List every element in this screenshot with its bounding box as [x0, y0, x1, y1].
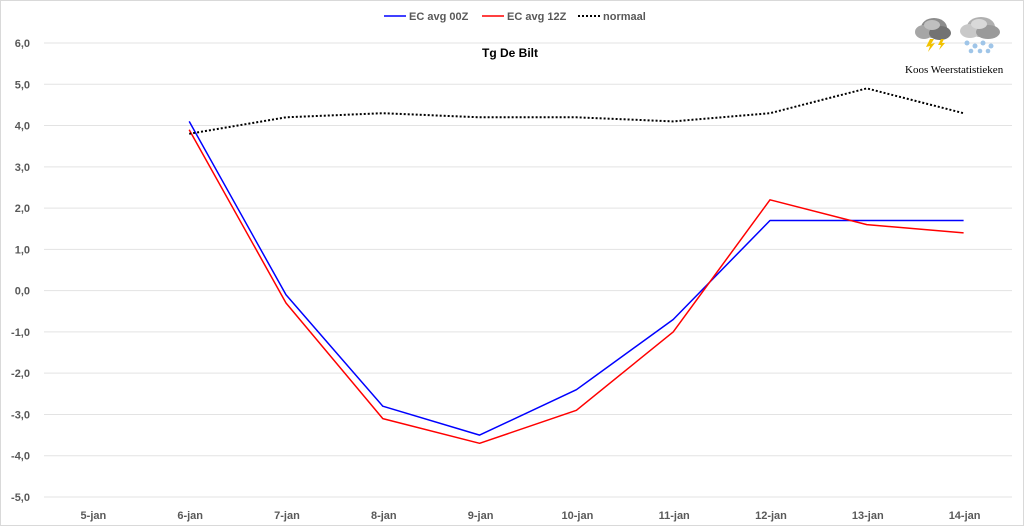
x-tick-label: 6-jan — [177, 510, 203, 522]
x-tick-label: 11-jan — [659, 510, 690, 522]
x-tick-label: 8-jan — [371, 510, 397, 522]
y-tick-label: 3,0 — [15, 162, 30, 174]
snow-cloud-icon — [957, 12, 1003, 59]
y-tick-label: 6,0 — [15, 38, 30, 50]
x-axis-ticks: 5-jan 6-jan 7-jan 8-jan 9-jan 10-jan 11-jan 12-… — [81, 510, 981, 522]
legend-label: EC avg 12Z — [507, 11, 567, 23]
y-tick-label: 5,0 — [15, 79, 30, 91]
chart-title: Tg De Bilt — [482, 46, 538, 60]
x-tick-label: 14-jan — [949, 510, 981, 522]
y-tick-label: -5,0 — [11, 492, 30, 504]
x-tick-label: 7-jan — [274, 510, 300, 522]
y-tick-label: -1,0 — [11, 327, 30, 339]
y-tick-label: -2,0 — [11, 368, 30, 380]
x-tick-label: 13-jan — [852, 510, 884, 522]
y-axis-ticks: 6,0 5,0 4,0 3,0 2,0 1,0 0,0 -1,0 -2,0 -3,0 -4,0 -5,… — [11, 38, 30, 504]
x-tick-label: 9-jan — [468, 510, 494, 522]
series-line-ec-avg-12z — [188, 129, 964, 445]
y-tick-label: 1,0 — [15, 244, 30, 256]
x-tick-label: 12-jan — [755, 510, 787, 522]
y-tick-label: -4,0 — [11, 451, 30, 463]
legend-label: EC avg 00Z — [409, 11, 469, 23]
legend: EC avg 00Z EC avg 12Z normaal — [384, 11, 646, 23]
series-line-normaal — [189, 87, 964, 135]
gridlines — [44, 42, 1012, 498]
y-tick-label: 4,0 — [15, 121, 30, 133]
y-tick-label: 0,0 — [15, 286, 30, 298]
y-tick-label: 2,0 — [15, 203, 30, 215]
x-tick-label: 10-jan — [562, 510, 594, 522]
brand-label: Koos Weerstatistieken — [905, 64, 1004, 76]
legend-label: normaal — [603, 11, 646, 23]
series-line-ec-avg-00z — [188, 121, 964, 436]
x-tick-label: 5-jan — [81, 510, 107, 522]
thunderstorm-cloud-icon — [912, 12, 954, 57]
y-tick-label: -3,0 — [11, 409, 30, 421]
series-lines — [188, 87, 964, 445]
